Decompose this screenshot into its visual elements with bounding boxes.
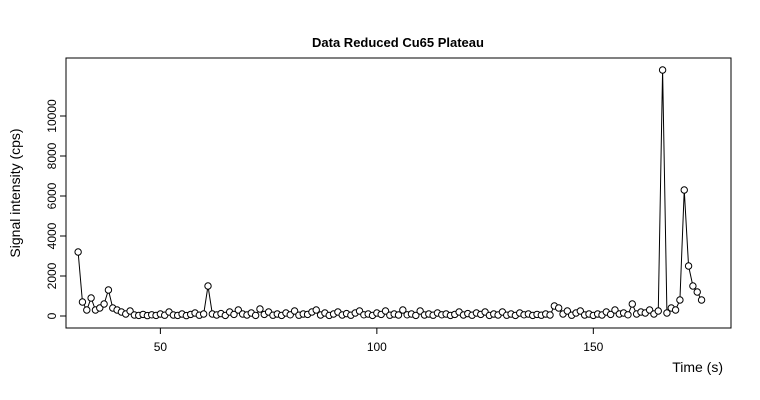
data-point: [381, 307, 390, 315]
data-point: [412, 311, 420, 320]
data-point: [684, 262, 693, 270]
data-point: [78, 298, 87, 306]
data-point: [689, 282, 697, 290]
data-point: [546, 311, 554, 319]
data-point: [87, 294, 95, 302]
data-point: [680, 186, 688, 194]
data-point: [624, 311, 632, 319]
data-point: [663, 309, 671, 317]
data-point: [676, 296, 684, 304]
data-point: [251, 311, 260, 320]
x-tick-label: 150: [583, 340, 603, 354]
y-tick-label: 0: [45, 312, 59, 319]
data-point: [100, 300, 108, 308]
data-point: [399, 306, 407, 314]
data-point: [554, 304, 563, 312]
data-point: [199, 310, 208, 318]
y-axis-title: Signal intensity (cps): [7, 128, 23, 257]
data-point: [256, 305, 264, 313]
data-point: [628, 300, 636, 308]
x-tick-label: 100: [367, 340, 387, 354]
chart-title: Data Reduced Cu65 Plateau: [312, 35, 484, 50]
y-tick-label: 6000: [45, 182, 59, 209]
data-point: [204, 282, 212, 290]
data-point: [394, 311, 403, 319]
x-axis-title: Time (s): [672, 359, 723, 375]
data-point: [658, 66, 667, 74]
data-point: [104, 286, 113, 294]
data-point: [693, 288, 701, 296]
x-tick-label: 50: [154, 340, 168, 354]
data-point: [230, 310, 238, 319]
data-point: [606, 310, 615, 319]
data-point: [563, 307, 572, 315]
y-tick-label: 10000: [45, 99, 59, 133]
data-point: [290, 307, 299, 315]
data-point: [654, 307, 662, 315]
y-tick-label: 8000: [45, 142, 59, 169]
y-tick-label: 2000: [45, 262, 59, 289]
data-point: [83, 306, 91, 314]
data-point: [74, 248, 82, 256]
plot-frame: [65, 57, 732, 329]
data-point: [312, 306, 320, 314]
y-tick-label: 4000: [45, 222, 59, 249]
data-point: [671, 306, 680, 314]
data-line: [77, 69, 702, 317]
data-point: [697, 296, 706, 304]
